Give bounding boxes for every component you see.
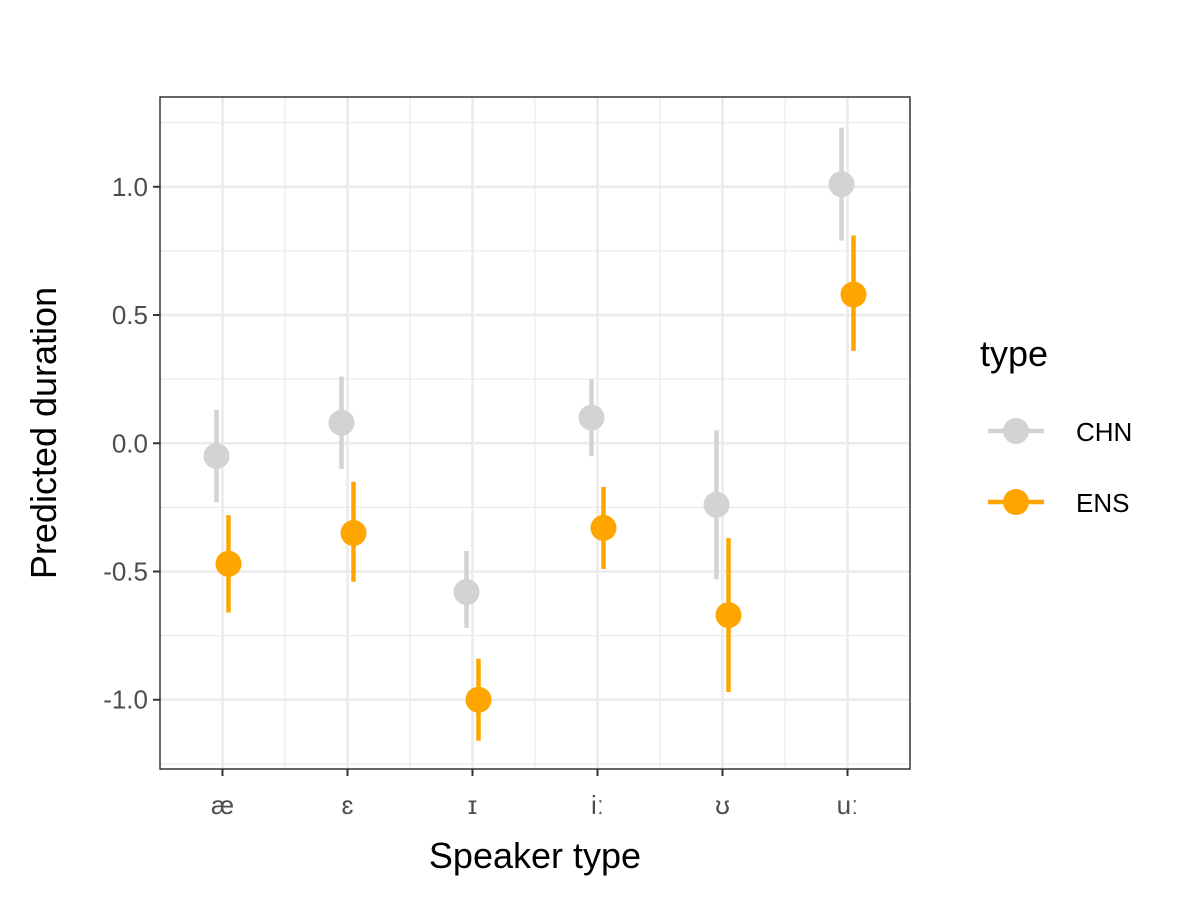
point-chn [328,409,355,436]
gridlines [160,97,910,769]
point-chn [703,491,730,518]
point-chn [578,404,605,431]
y-tick-label: 0.0 [112,428,148,458]
legend-title: type [980,333,1048,374]
data-marks [203,127,867,741]
legend-label-ens: ENS [1076,488,1129,518]
point-ens [465,686,492,713]
point-chn [828,171,855,198]
legend-key-point-ens [1003,489,1029,515]
y-tick-label: -1.0 [103,685,148,715]
point-ens [840,281,867,308]
y-tick-label: 1.0 [112,172,148,202]
x-axis-title: Speaker type [429,835,641,876]
legend: type CHN ENS [980,333,1132,518]
x-tick-label: iː [591,790,604,820]
x-tick-label: ɛ [342,790,354,820]
x-tick-label: ʊ [715,790,730,820]
legend-label-chn: CHN [1076,417,1132,447]
x-tick-label: ɪ [468,790,477,820]
point-ens [715,602,742,629]
x-tick-label: æ [211,790,234,820]
y-tick-label: 0.5 [112,300,148,330]
legend-key-point-chn [1003,418,1029,444]
point-ens [590,514,617,541]
point-chn [453,579,480,606]
point-chn [203,443,230,470]
point-ens [215,550,242,577]
point-ens [340,520,367,547]
y-axis-title: Predicted duration [23,287,64,579]
panel-border [159,96,911,770]
x-tick-label: uː [837,790,859,820]
axes: 1.0 0.5 0.0 -0.5 -1.0 æ ɛ ɪ iː ʊ uː [103,172,858,820]
y-tick-label: -0.5 [103,557,148,587]
